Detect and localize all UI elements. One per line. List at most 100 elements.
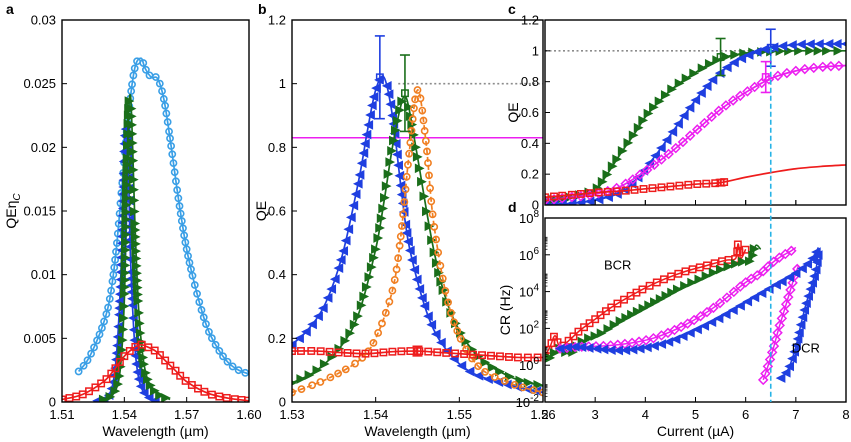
data-point-c-0 [612, 154, 623, 165]
data-point-b-0 [317, 303, 328, 314]
data-point-b-2 [481, 367, 489, 376]
data-point-d-3 [774, 320, 785, 331]
y-tick-label-d: 108 [519, 209, 539, 226]
data-point-b-2 [334, 369, 343, 378]
data-point-a-2 [133, 289, 143, 300]
data-point-b-0 [343, 224, 354, 235]
data-point-d-3 [772, 327, 783, 339]
data-point-a-0 [199, 313, 208, 322]
data-point-b-0 [360, 138, 370, 149]
data-point-a-2 [122, 173, 132, 183]
data-point-d-0 [681, 267, 690, 276]
data-point-a-2 [122, 140, 133, 151]
data-point-c-3 [630, 185, 639, 194]
data-point-b-1 [417, 176, 427, 187]
data-point-b-2 [425, 171, 433, 180]
data-point-a-0 [190, 281, 199, 289]
data-point-d-5 [809, 271, 819, 282]
plot-area-c [545, 38, 846, 205]
y-tick-label-b: 0.4 [268, 267, 286, 282]
data-point-d-3 [776, 313, 788, 324]
data-point-b-0 [350, 189, 361, 200]
axes-frame-b [291, 19, 544, 403]
data-point-d-5 [792, 333, 803, 344]
data-point-c-2 [772, 70, 784, 82]
data-point-c-2 [670, 142, 682, 154]
data-point-a-0 [105, 294, 114, 303]
data-point-a-0 [197, 306, 206, 314]
data-point-b-2 [316, 378, 325, 386]
data-point-c-1 [667, 127, 678, 137]
data-point-d-4 [720, 309, 731, 320]
data-point-b-2 [416, 94, 425, 103]
data-point-b-3 [406, 347, 415, 355]
data-point-b-1 [387, 145, 397, 156]
data-point-a-2 [120, 275, 131, 285]
data-point-d-2 [669, 324, 680, 336]
data-point-b-1 [422, 206, 432, 217]
data-point-b-1 [414, 163, 425, 174]
data-point-a-0 [219, 352, 227, 361]
axes-frame-c [544, 19, 847, 206]
data-point-c-0 [597, 176, 608, 187]
data-point-a-0 [109, 270, 118, 279]
data-point-d-3 [760, 368, 771, 379]
data-point-b-0 [326, 284, 337, 294]
data-point-c-1 [787, 40, 797, 50]
data-point-c-1 [673, 119, 683, 129]
data-point-b-0 [361, 129, 372, 140]
data-point-a-2 [131, 246, 142, 257]
data-point-c-3 [675, 181, 684, 190]
data-point-a-2 [114, 371, 125, 381]
data-point-d-5 [784, 361, 795, 372]
data-point-c-3 [639, 185, 648, 193]
y-tick-label-c: 1 [532, 43, 539, 58]
data-point-a-2 [120, 252, 131, 263]
data-point-b-2 [474, 362, 483, 371]
data-point-a-2 [127, 120, 137, 130]
data-point-a-2 [128, 155, 139, 166]
data-point-d-0 [688, 265, 697, 274]
data-point-b-2 [447, 308, 455, 317]
data-point-b-1 [434, 267, 444, 278]
data-point-d-4 [784, 272, 794, 283]
data-point-d-4 [699, 321, 710, 331]
data-point-c-3 [648, 184, 657, 193]
data-point-b-2 [419, 116, 428, 125]
data-point-d-0 [580, 323, 589, 332]
data-point-a-0 [162, 109, 171, 118]
data-point-a-0 [90, 343, 98, 352]
data-point-b-2 [406, 138, 415, 147]
data-point-b-0 [423, 311, 433, 322]
data-point-a-3 [62, 395, 66, 402]
data-point-c-2 [742, 86, 753, 97]
data-point-b-1 [380, 192, 390, 203]
data-point-b-2 [441, 286, 450, 295]
data-point-b-1 [292, 380, 298, 386]
panel-d: 10-2 100 102 104 106 108 2 3 4 5 6 7 8 d Current (µA) C… [497, 199, 850, 439]
data-point-b-3 [424, 347, 433, 356]
data-point-c-0 [602, 169, 613, 180]
data-point-c-0 [689, 68, 699, 79]
y-tick-label-b: 0 [279, 395, 286, 410]
data-point-b-1 [533, 380, 543, 390]
data-point-a-2 [121, 193, 132, 204]
y-tick-label-b: 1.2 [268, 13, 286, 28]
data-point-a-0 [166, 134, 174, 143]
data-point-a-3 [200, 387, 209, 396]
annotation-bcr: BCR [604, 258, 631, 273]
data-point-d-2 [708, 302, 719, 314]
data-point-c-1 [736, 53, 747, 64]
data-point-a-0 [182, 245, 191, 254]
data-point-d-3 [783, 291, 794, 303]
data-point-c-3 [702, 179, 711, 188]
data-point-b-0 [381, 81, 392, 91]
data-point-c-1 [661, 135, 672, 145]
data-point-b-1 [480, 357, 491, 368]
data-point-a-3 [181, 376, 190, 385]
data-point-d-3 [785, 284, 796, 296]
data-point-d-2 [757, 265, 769, 277]
data-point-b-0 [392, 149, 402, 160]
data-point-d-5 [812, 250, 823, 260]
data-point-d-0 [564, 336, 573, 345]
